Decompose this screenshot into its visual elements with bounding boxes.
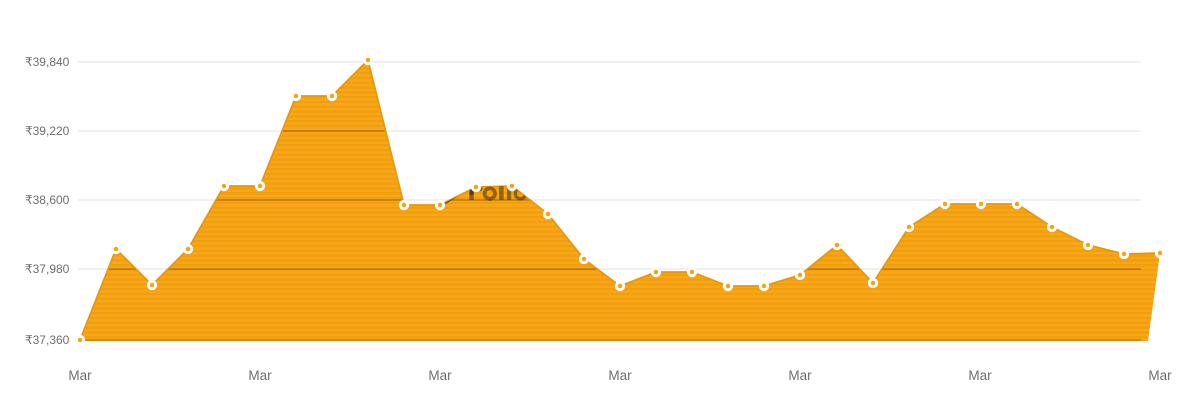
svg-text:Mar: Mar xyxy=(608,368,632,383)
svg-text:Mar: Mar xyxy=(428,368,452,383)
svg-text:₹37,980: ₹37,980 xyxy=(25,262,70,276)
svg-text:₹37,360: ₹37,360 xyxy=(25,333,70,347)
svg-text:Mar: Mar xyxy=(1148,368,1172,383)
svg-text:Mar: Mar xyxy=(68,368,92,383)
svg-text:₹39,840: ₹39,840 xyxy=(25,55,70,69)
svg-text:Mar: Mar xyxy=(968,368,992,383)
svg-text:Mar: Mar xyxy=(248,368,272,383)
svg-text:Mar: Mar xyxy=(788,368,812,383)
svg-text:₹38,600: ₹38,600 xyxy=(25,193,70,207)
svg-text:₹39,220: ₹39,220 xyxy=(25,124,70,138)
